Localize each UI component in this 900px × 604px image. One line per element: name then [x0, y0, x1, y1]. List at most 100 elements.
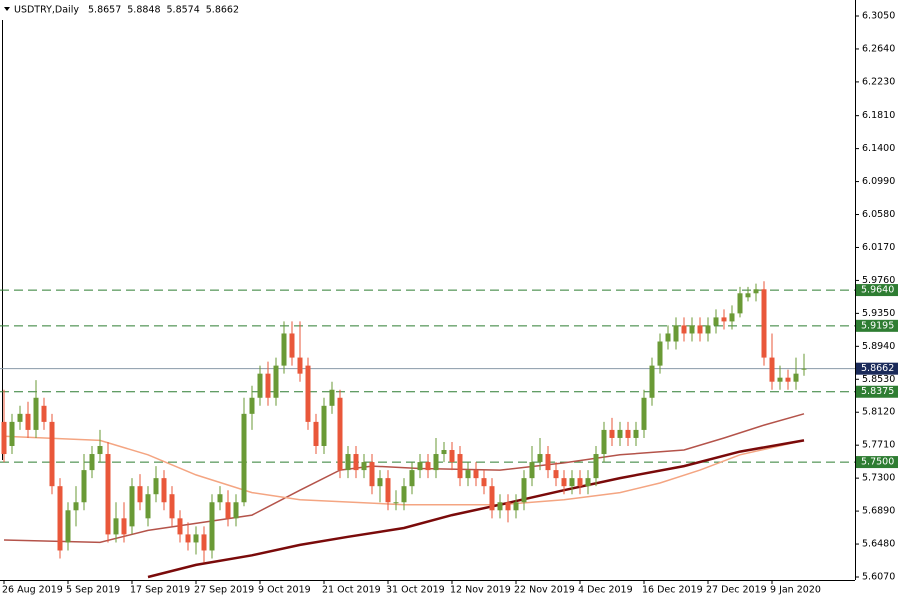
candle-body [9, 421, 15, 446]
candle-body [393, 502, 399, 504]
candle-body [201, 534, 207, 551]
y-tick-label: 5.6480 [862, 539, 895, 550]
candle-body [561, 478, 567, 487]
x-tick-label: 5 Sep 2019 [66, 585, 120, 596]
candle-body [321, 405, 327, 446]
candle-body [153, 478, 159, 495]
candle-body [361, 462, 367, 471]
x-tick-label: 9 Oct 2019 [258, 585, 311, 596]
header-value: 5.8662 [206, 5, 239, 16]
candle-body [209, 502, 215, 551]
candle-body [193, 534, 199, 543]
candle-body [41, 405, 47, 422]
menu-arrow[interactable] [4, 7, 10, 11]
price-tag-label: 5.9195 [861, 320, 894, 331]
candle-body [401, 486, 407, 503]
candle-body [585, 478, 591, 487]
candle-body [345, 454, 351, 471]
price-tag [856, 284, 898, 297]
y-tick-label: 5.8940 [862, 341, 895, 352]
candle-body [33, 397, 39, 430]
candle-body [801, 368, 807, 370]
candle-body [57, 486, 63, 551]
candle-body [721, 317, 727, 322]
candle-body [177, 518, 183, 535]
candle-body [505, 502, 511, 511]
candle-body [89, 454, 95, 471]
y-tick-label: 6.2640 [862, 43, 895, 54]
y-tick-label: 5.7710 [862, 440, 895, 451]
header-value: 5.8657 [88, 5, 121, 16]
candle-body [265, 373, 271, 398]
candle-body [497, 502, 503, 511]
candle-body [273, 365, 279, 398]
candle-body [145, 494, 151, 519]
candle-body [241, 413, 247, 503]
candle-body [513, 502, 519, 511]
candle-body [161, 478, 167, 503]
candle-body [609, 429, 615, 438]
candle-body [465, 470, 471, 479]
candle-body [777, 377, 783, 382]
candle-body [313, 421, 319, 446]
x-tick-label: 21 Oct 2019 [322, 585, 381, 596]
candle-body [137, 486, 143, 503]
candle-body [289, 333, 295, 358]
candle-body [577, 478, 583, 487]
price-tag-label: 5.9640 [861, 285, 894, 296]
candle-body [369, 462, 375, 487]
candle-body [385, 478, 391, 503]
candle-body [17, 413, 23, 422]
candle-body [601, 429, 607, 455]
candle-body [97, 445, 103, 455]
candle-body [617, 429, 623, 438]
x-tick-label: 16 Dec 2019 [642, 585, 703, 596]
candle-body [169, 494, 175, 519]
y-tick-label: 5.6890 [862, 506, 895, 517]
candle-body [81, 470, 87, 503]
price-tag-label: 5.7500 [861, 457, 894, 468]
x-tick-label: 27 Dec 2019 [706, 585, 767, 596]
candle-body [649, 365, 655, 398]
candle-body [641, 397, 647, 430]
candle-body [1, 421, 7, 455]
moving-average [3, 435, 805, 506]
candle-body [457, 454, 463, 479]
candle-body [705, 325, 711, 334]
candle-body [769, 357, 775, 382]
candle-body [673, 325, 679, 342]
candle-body [713, 317, 719, 326]
y-tick-label: 5.6070 [862, 572, 895, 583]
candle-body [329, 389, 335, 406]
candle-body [297, 357, 303, 374]
candle-body [697, 325, 703, 334]
candle-body [49, 421, 55, 487]
y-tick-label: 5.9760 [862, 275, 895, 286]
candle-body [689, 325, 695, 334]
candle-body [433, 454, 439, 471]
candle-body [473, 470, 479, 479]
header-value: 5.8848 [127, 5, 160, 16]
x-tick-label: 26 Aug 2019 [2, 585, 63, 596]
candle-body [65, 510, 71, 543]
candle-body [521, 478, 527, 503]
candle-body [113, 518, 119, 535]
x-tick-label: 9 Jan 2020 [770, 585, 821, 596]
candle-body [185, 534, 191, 543]
candle-body [633, 429, 639, 438]
x-tick-label: 22 Nov 2019 [514, 585, 575, 596]
y-tick-label: 6.1810 [862, 110, 895, 121]
candle-body [737, 293, 743, 314]
candle-body [745, 293, 751, 298]
candle-body [545, 454, 551, 471]
header-value: 5.8574 [167, 5, 200, 16]
price-tag-label: 5.8375 [861, 386, 894, 397]
candle-body [121, 518, 127, 535]
candle-body [489, 486, 495, 511]
candle-body [537, 454, 543, 463]
x-tick-label: 12 Nov 2019 [450, 585, 511, 596]
candle-body [305, 365, 311, 422]
y-tick-label: 6.3050 [862, 11, 895, 22]
candle-body [569, 478, 575, 487]
price-tag-label: 5.8662 [861, 363, 894, 374]
